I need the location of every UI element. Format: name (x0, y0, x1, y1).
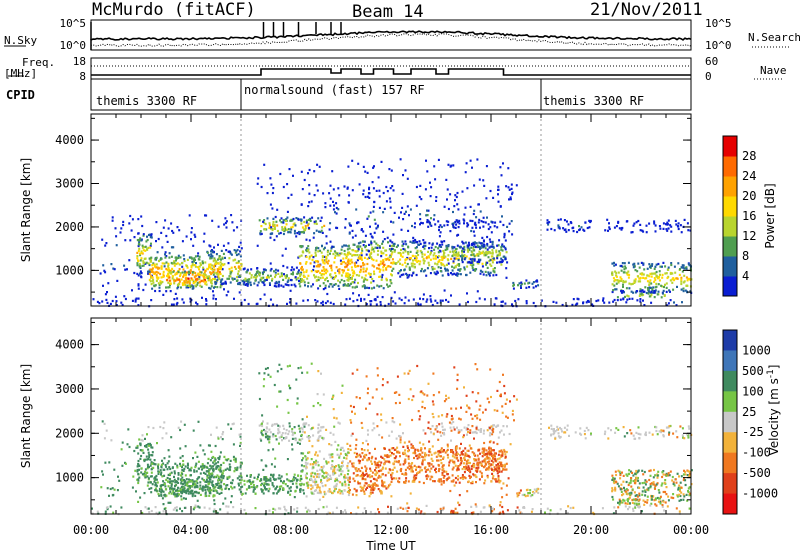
power-colorbar-cell-5 (723, 176, 737, 197)
freq-tick-high: 18 (73, 55, 86, 68)
vel-ytick-3: 1000 (55, 471, 84, 485)
noise-tick-left-low: 10^0 (60, 39, 87, 52)
noise-panel: 10^5 10^0 10^5 10^0 (4, 17, 790, 52)
velocity-colorbar-cell-2 (723, 370, 737, 392)
noise-tick-right-high: 10^5 (705, 17, 732, 30)
vel-cells (91, 362, 693, 516)
frequency-panel: 18 8 60 0 (8, 55, 782, 111)
velocity-colorbar-tick-4: -25 (742, 425, 764, 439)
velocity-colorbar-tick-3: 25 (742, 405, 756, 419)
vel-ytick-2: 2000 (55, 426, 84, 440)
vel-ylabel: Slant Range [km] (19, 364, 33, 468)
velocity-colorbar-frame (722, 329, 738, 515)
cpid-frame (90, 78, 692, 111)
x-axis-label: Time UT (365, 539, 416, 553)
freq-unit-label: [MHz] (4, 67, 38, 80)
noise-tick-right-low: 10^0 (705, 39, 732, 52)
power-ytick-0: 4000 (55, 133, 84, 147)
noise-sky-line (90, 30, 692, 41)
power-colorbar-cell-7 (723, 136, 737, 157)
power-colorbar-cell-0 (723, 276, 737, 297)
x-tick-1: 04:00 (173, 523, 209, 537)
power-ytick-3: 1000 (55, 263, 84, 277)
cpid-segment-1: themis 3300 RF (96, 94, 198, 108)
power-colorbar-tick-5: 8 (742, 249, 749, 263)
cpid-segment-3: themis 3300 RF (543, 94, 645, 108)
noise-search-line (90, 32, 692, 47)
power-colorbar-cell-1 (723, 256, 737, 277)
x-tick-0: 00:00 (73, 523, 109, 537)
cpid-segment-2: normalsound (fast) 157 RF (244, 83, 425, 97)
power-colorbar-label: Power [dB] (763, 183, 777, 248)
velocity-colorbar-cell-5 (723, 432, 737, 454)
noise-tick-left-high: 10^5 (60, 17, 87, 30)
velocity-colorbar-cell-0 (723, 330, 737, 351)
power-colorbar-tick-3: 16 (742, 209, 756, 223)
power-colorbar-cell-6 (723, 156, 737, 177)
velocity-colorbar-tick-5: -100 (742, 446, 771, 460)
power-colorbar-tick-1: 24 (742, 169, 756, 183)
freq-line (91, 68, 691, 76)
velocity-colorbar-cell-8 (723, 493, 737, 515)
power-frame (90, 113, 692, 307)
colorbars: 28 24 20 16 12 8 4 Power [dB] 1000 500 100 25 -25 -10… (722, 135, 781, 515)
x-tick-6: 00:00 (673, 523, 709, 537)
velocity-colorbar-cell-1 (723, 350, 737, 372)
power-cells (92, 158, 693, 308)
date-title: 21/Nov/2011 (590, 0, 703, 20)
station-title: McMurdo (fitACF) (92, 0, 256, 20)
power-panel: 4000 3000 2000 1000 Slant Range [km] (19, 113, 693, 308)
freq-label: Freq. (22, 56, 56, 69)
power-colorbar-cell-3 (723, 216, 737, 237)
power-colorbar-cell-2 (723, 236, 737, 257)
velocity-colorbar-cell-6 (723, 452, 737, 474)
velocity-colorbar-cell-7 (723, 473, 737, 495)
velocity-colorbar-tick-1: 500 (742, 364, 764, 378)
vel-ytick-1: 3000 (55, 382, 84, 396)
velocity-colorbar-tick-2: 100 (742, 384, 764, 398)
x-tick-2: 08:00 (273, 523, 309, 537)
velocity-colorbar-tick-7: -1000 (742, 487, 778, 501)
power-ytick-1: 3000 (55, 177, 84, 191)
nave-label: Nave (760, 64, 787, 77)
velocity-colorbar-cell-4 (723, 411, 737, 433)
power-colorbar-tick-0: 28 (742, 149, 756, 163)
axes: 00:00 04:00 08:00 12:00 16:00 20:00 00:00 Time … (73, 523, 709, 553)
power-colorbar-tick-4: 12 (742, 229, 756, 243)
velocity-colorbar-label: Velocity [m s-1] (766, 365, 781, 456)
vel-ytick-0: 4000 (55, 338, 84, 352)
velocity-panel: 4000 3000 2000 1000 Slant Range [km] (19, 317, 693, 516)
velocity-colorbar-tick-6: -500 (742, 466, 771, 480)
noise-sky-label: N.Sky (4, 34, 38, 47)
nave-tick-high: 60 (705, 55, 718, 68)
power-colorbar-tick-6: 4 (742, 269, 749, 283)
velocity-colorbar-tick-0: 1000 (742, 343, 771, 357)
x-tick-3: 12:00 (373, 523, 409, 537)
velocity-colorbar-cell-3 (723, 391, 737, 413)
x-tick-5: 20:00 (573, 523, 609, 537)
power-colorbar-frame (722, 135, 738, 297)
beam-title: Beam 14 (352, 2, 424, 22)
noise-search-label: N.Search (748, 31, 800, 44)
freq-tick-low: 8 (79, 70, 86, 83)
x-tick-4: 16:00 (473, 523, 509, 537)
nave-tick-low: 0 (705, 70, 712, 83)
cpid-label: CPID (6, 88, 35, 102)
power-ylabel: Slant Range [km] (19, 158, 33, 262)
power-ytick-2: 2000 (55, 220, 84, 234)
power-colorbar-cell-4 (723, 196, 737, 217)
power-colorbar-tick-2: 20 (742, 189, 756, 203)
